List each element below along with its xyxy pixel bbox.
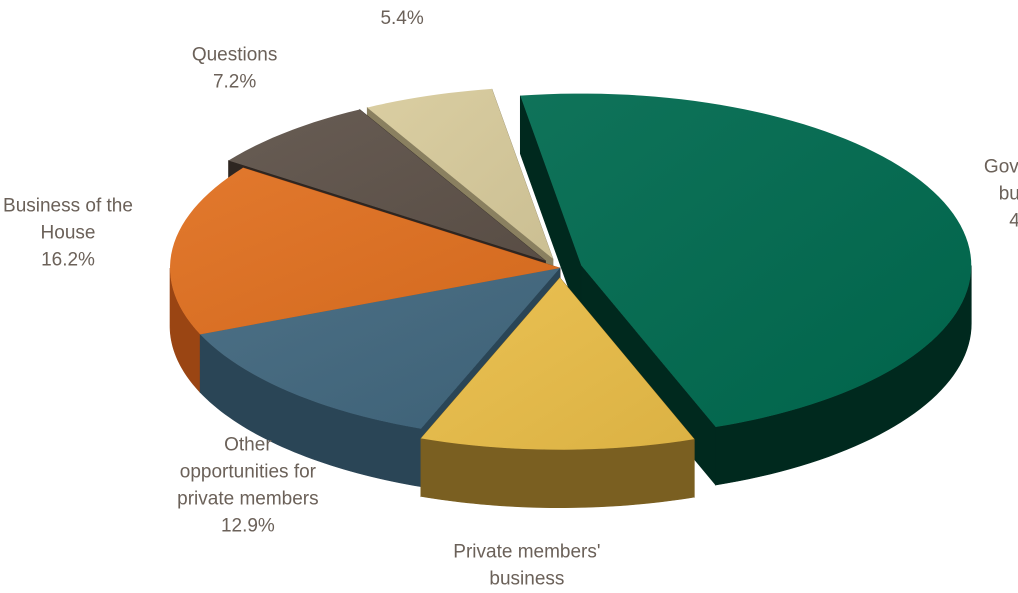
label-other-opportunities-for-private-members-line-3: 12.9% (221, 515, 275, 536)
label-questions-line-0: Questions (192, 45, 278, 66)
slice-shade-private-members-business (420, 277, 695, 450)
label-business-of-the-house-line-1: House (41, 222, 96, 243)
label-business-of-the-house-line-0: Business of the (3, 195, 133, 216)
label-government-business-line-1: business (999, 184, 1018, 205)
slice-shade-other-opportunities-for-private-members (200, 268, 560, 429)
label-other-opportunities-for-private-members-line-2: private members (177, 488, 319, 509)
label-private-members-business-line-0: Private members' (453, 542, 600, 563)
label-government-business-line-2: 46.9% (1009, 211, 1018, 232)
label-questions: Questions 7.2% (192, 45, 278, 93)
label-government-business: Government business 46.9% (984, 157, 1018, 232)
label-questions-line-1: 7.2% (213, 72, 256, 93)
slice-shade-government-business (520, 93, 972, 428)
slice-wall-private-members-business (420, 438, 695, 509)
slice-shade-questions (228, 109, 546, 261)
label-government-business-line-0: Government (984, 157, 1018, 178)
slice-wall-other-opportunities-for-private-members (199, 333, 422, 488)
slice-tops (170, 88, 972, 450)
label-private-members-business: Private members'business11.4% (453, 542, 600, 593)
slice-shade-business-of-the-house (170, 167, 560, 335)
slice-shade-mpi (367, 88, 553, 259)
label-other-opportunities-for-private-members-line-1: opportunities for (180, 461, 317, 482)
slice-labels: Government business 46.9% Private members' b… (3, 0, 1018, 593)
label-business-of-the-house: Business of the House 16.2% (3, 195, 133, 270)
label-business-of-the-house-line-2: 16.2% (41, 249, 95, 270)
label-mpi-line-1: 5.4% (380, 8, 423, 29)
label-other-opportunities-for-private-members: Other opportunities for private members 12.… (177, 434, 319, 536)
label-mpi: MPI 5.4% (380, 0, 423, 29)
label-mpi-line-0: MPI (385, 0, 419, 2)
label-private-members-business-line-1: business (489, 569, 564, 590)
label-other-opportunities-for-private-members-line-0: Other (224, 434, 272, 455)
